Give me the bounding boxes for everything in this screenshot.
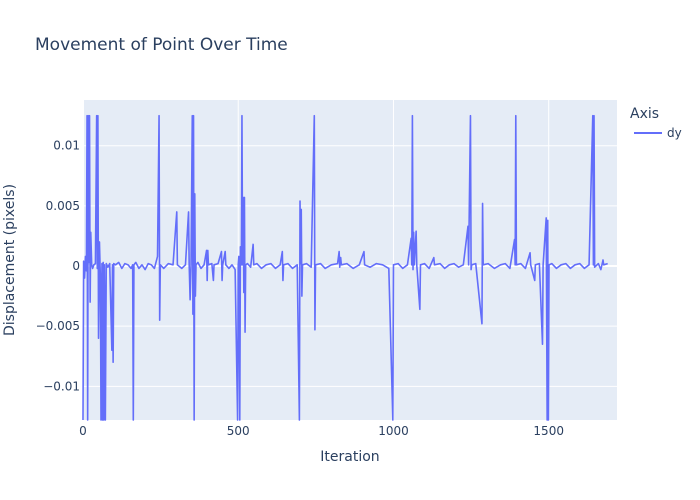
y-tick-label: 0.01 [53, 139, 80, 153]
x-tick-labels: 0 500 1000 1500 [79, 424, 564, 438]
chart-title: Movement of Point Over Time [35, 35, 288, 55]
y-tick-label: 0 [72, 259, 80, 273]
x-axis-title: Iteration [320, 449, 379, 465]
legend-label-dy[interactable]: dy [667, 126, 682, 140]
legend[interactable]: Axis dy [630, 106, 682, 140]
y-axis-title: Displacement (pixels) [2, 184, 18, 336]
x-tick-label: 1500 [533, 424, 564, 438]
y-tick-label: 0.005 [46, 199, 80, 213]
legend-title: Axis [630, 106, 659, 122]
series-line-dy[interactable] [82, 114, 608, 421]
plot-area [83, 100, 617, 420]
y-tick-label: −0.005 [36, 319, 80, 333]
y-tick-labels: −0.01 −0.005 0 0.005 0.01 [36, 139, 80, 394]
x-tick-label: 500 [227, 424, 250, 438]
y-tick-label: −0.01 [43, 379, 80, 393]
x-tick-label: 1000 [378, 424, 409, 438]
x-tick-label: 0 [79, 424, 87, 438]
series-layer [82, 114, 608, 421]
